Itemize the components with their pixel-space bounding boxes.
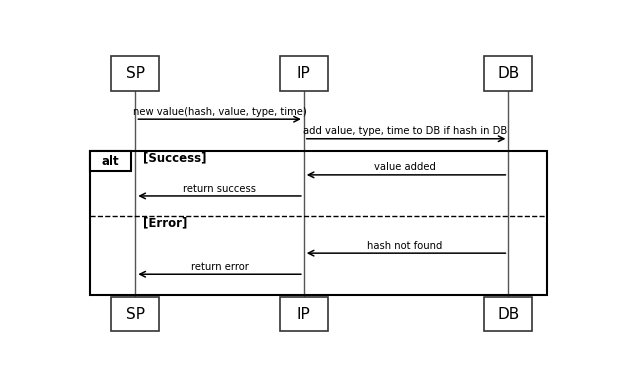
Text: new value(hash, value, type, time): new value(hash, value, type, time) [133, 107, 307, 117]
Text: DB: DB [497, 307, 520, 322]
Bar [484, 56, 532, 91]
Text: [Success]: [Success] [143, 152, 206, 165]
Text: hash not found: hash not found [367, 241, 443, 251]
Bar [484, 297, 532, 332]
Bar [89, 151, 547, 295]
Bar [279, 56, 328, 91]
Bar [111, 297, 160, 332]
Bar [89, 151, 130, 171]
Text: DB: DB [497, 66, 520, 81]
Bar [111, 56, 160, 91]
Text: return error: return error [191, 262, 248, 272]
Text: value added: value added [374, 163, 436, 172]
Text: SP: SP [126, 66, 145, 81]
Text: SP: SP [126, 307, 145, 322]
Text: IP: IP [297, 307, 310, 322]
Text: add value, type, time to DB if hash in DB: add value, type, time to DB if hash in D… [303, 126, 507, 136]
Bar [279, 297, 328, 332]
Text: [Error]: [Error] [143, 217, 187, 230]
Text: alt: alt [101, 154, 119, 167]
Text: IP: IP [297, 66, 310, 81]
Text: return success: return success [183, 183, 256, 194]
